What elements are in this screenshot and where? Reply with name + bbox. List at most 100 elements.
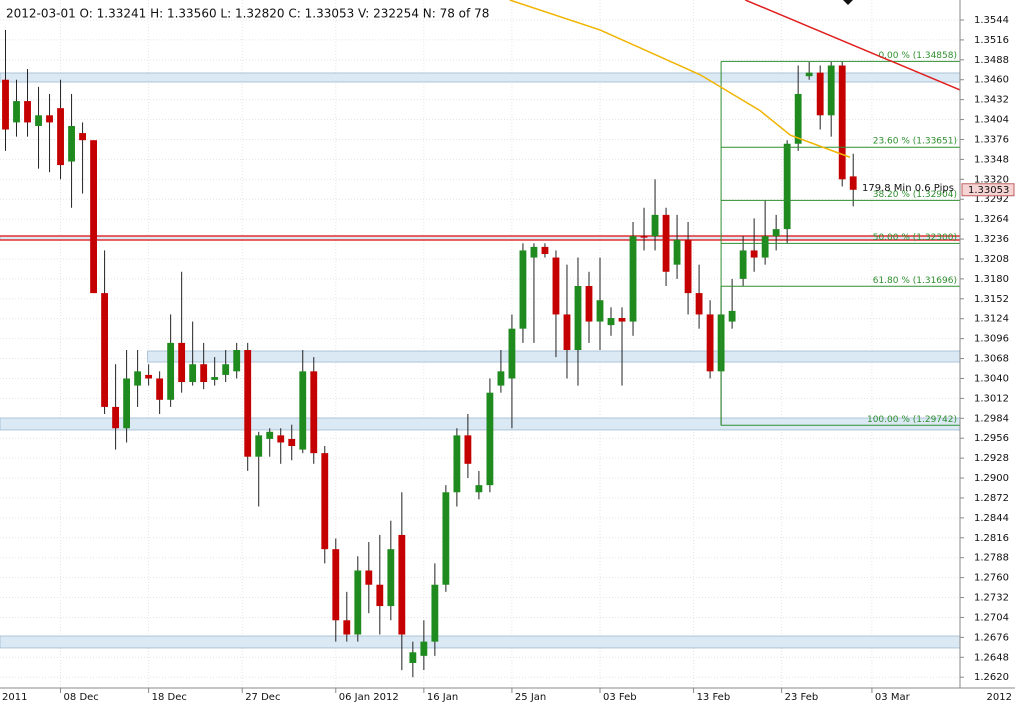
candle-body xyxy=(277,435,285,443)
y-tick-label: 1.3320 xyxy=(974,174,1009,185)
candle-body xyxy=(134,371,142,386)
candle-body xyxy=(299,371,307,450)
y-tick-label: 1.3488 xyxy=(974,55,1009,66)
fib-label: 38.20 % (1.32904) xyxy=(873,190,957,200)
candle-body xyxy=(519,250,527,329)
y-tick-label: 1.3376 xyxy=(974,134,1009,145)
x-tick-label: 03 Feb xyxy=(603,692,637,703)
candle-body xyxy=(750,250,758,258)
candle-body xyxy=(596,300,604,322)
x-tick-label: 25 Jan xyxy=(515,692,546,703)
candle-body xyxy=(673,239,681,265)
candle-body xyxy=(508,328,516,379)
x-tick-label: 03 Mar xyxy=(875,692,911,703)
zone xyxy=(0,72,961,83)
candle-body xyxy=(618,318,626,322)
y-tick-label: 1.3236 xyxy=(974,234,1009,245)
candle-body xyxy=(574,285,582,351)
candle-body xyxy=(783,143,791,230)
y-tick-label: 1.2732 xyxy=(974,593,1009,604)
fib-label: 50.00 % (1.32300) xyxy=(873,233,957,243)
x-tick-label: 06 Jan 2012 xyxy=(339,692,399,703)
candle-body xyxy=(629,236,637,322)
y-tick-label: 1.2900 xyxy=(974,473,1009,484)
candle-body xyxy=(486,392,494,486)
y-tick-label: 1.2928 xyxy=(974,453,1009,464)
candle-body xyxy=(35,115,42,126)
y-tick-label: 1.2788 xyxy=(974,553,1009,564)
candle-body xyxy=(365,570,373,585)
candle-body xyxy=(684,239,692,294)
y-tick-label: 1.2620 xyxy=(974,672,1009,683)
candle-body xyxy=(387,549,395,607)
trend-line xyxy=(745,0,961,91)
y-tick-label: 1.2676 xyxy=(974,632,1009,643)
x-tick-label: 08 Dec xyxy=(64,692,99,703)
candle-body xyxy=(475,485,483,493)
candle-body xyxy=(145,374,153,379)
candle-body xyxy=(552,257,560,315)
x-tick-label: 23 Feb xyxy=(785,692,819,703)
y-tick-label: 1.3012 xyxy=(974,393,1009,404)
candle-body xyxy=(68,125,75,162)
y-tick-label: 1.3516 xyxy=(974,35,1009,46)
y-tick-label: 1.2760 xyxy=(974,573,1009,584)
y-tick-label: 1.3068 xyxy=(974,354,1009,365)
candle-body xyxy=(695,293,703,315)
y-tick-label: 1.2648 xyxy=(974,652,1009,663)
candle-body xyxy=(541,246,549,254)
y-tick-label: 1.2872 xyxy=(974,493,1009,504)
candle-body xyxy=(167,342,175,400)
candle-body xyxy=(13,101,20,123)
candle-body xyxy=(376,584,384,607)
candle-body xyxy=(189,364,197,383)
y-tick-label: 1.3460 xyxy=(974,75,1009,86)
candle-body xyxy=(662,214,670,272)
fib-label: 0.00 % (1.34858) xyxy=(878,51,957,61)
year-end: 2012 xyxy=(987,692,1012,703)
candle-body xyxy=(288,438,296,447)
candle-body xyxy=(849,176,857,190)
candle-body xyxy=(838,65,846,180)
y-tick-label: 1.3432 xyxy=(974,95,1009,106)
y-tick-label: 1.3544 xyxy=(974,15,1009,26)
candle-body xyxy=(332,549,340,621)
candle-body xyxy=(233,350,241,372)
candle-body xyxy=(530,246,538,258)
candle-body xyxy=(761,236,769,258)
x-tick-label: 18 Dec xyxy=(152,692,187,703)
candle-body xyxy=(640,236,648,238)
candle-body xyxy=(2,79,9,130)
candle-body xyxy=(200,364,208,383)
candle-body xyxy=(728,310,736,322)
y-tick-label: 1.3292 xyxy=(974,194,1009,205)
y-tick-label: 1.2704 xyxy=(974,612,1009,623)
candle-body xyxy=(211,377,219,380)
candle-body xyxy=(420,641,428,656)
candle-body xyxy=(46,115,53,123)
candle-body xyxy=(398,534,406,635)
y-tick-label: 1.3404 xyxy=(974,115,1009,126)
candle-body xyxy=(24,101,31,123)
x-tick-label: 16 Jan xyxy=(427,692,458,703)
candle-body xyxy=(442,492,450,585)
candle-body xyxy=(222,364,230,375)
candle-body xyxy=(178,342,186,383)
candle-body xyxy=(101,293,108,407)
marker xyxy=(843,0,853,5)
candle-body xyxy=(585,285,593,322)
candle-body xyxy=(409,652,417,663)
last-price-box xyxy=(961,183,1015,197)
candle-body xyxy=(431,584,439,642)
candle-body xyxy=(266,431,274,439)
candle-body xyxy=(497,371,505,386)
zone xyxy=(0,635,961,649)
candle-body xyxy=(90,140,97,294)
candle-body xyxy=(112,406,120,429)
candle-body xyxy=(563,314,571,351)
y-tick-label: 1.3264 xyxy=(974,214,1009,225)
candle-body xyxy=(651,214,659,237)
candle-body xyxy=(343,620,351,635)
candle-body xyxy=(354,570,362,635)
fib-label: 23.60 % (1.33651) xyxy=(873,137,957,147)
